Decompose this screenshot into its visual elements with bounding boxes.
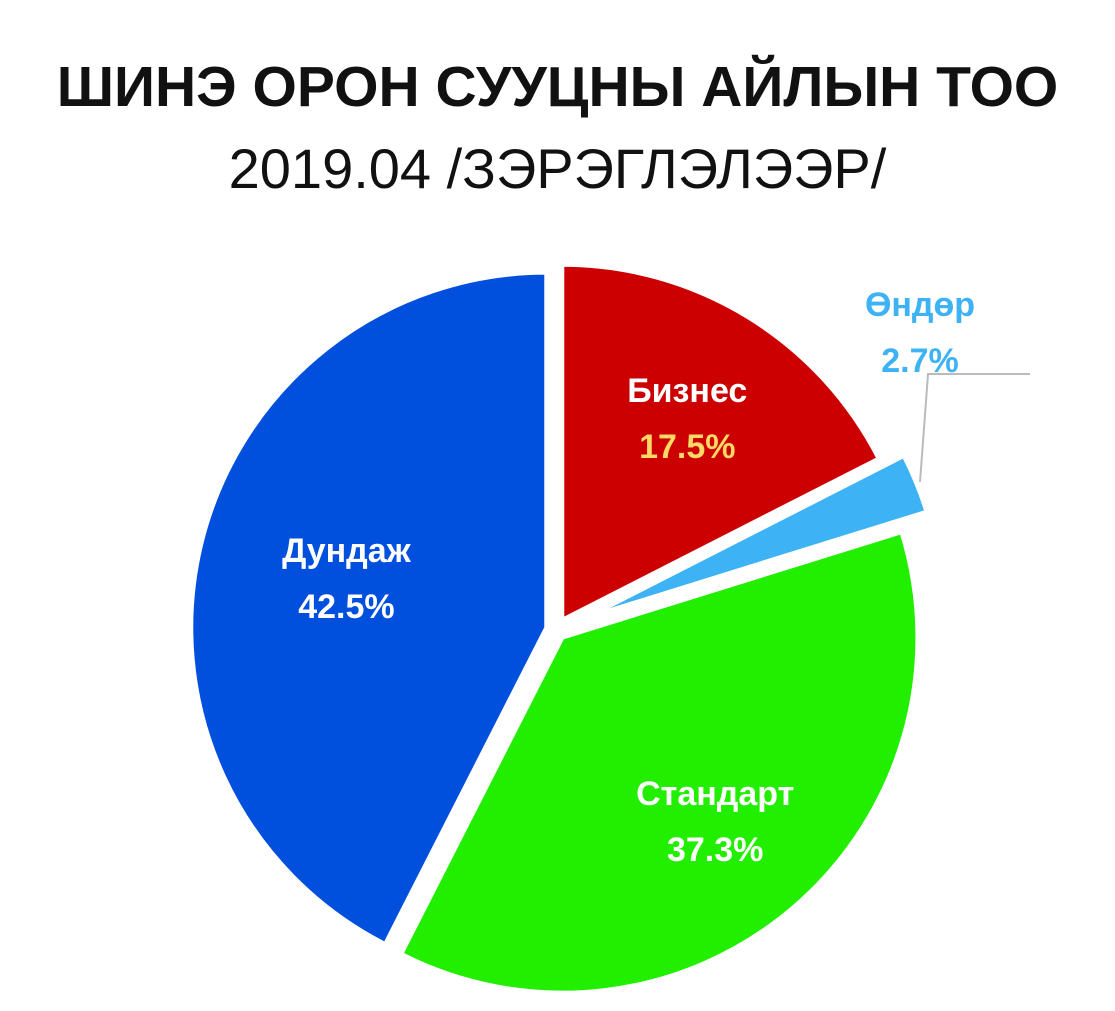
pie-slice [560, 262, 882, 624]
chart-title: ШИНЭ ОРОН СУУЦНЫ АЙЛЫН ТОО [56, 55, 1059, 119]
slice-value-label: 2.7% [881, 342, 959, 380]
slice-value-label: 17.5% [639, 428, 735, 466]
pie-labels: Бизнес 17.5% Өндөр 2.7% Стандарт 37.3% Дундаж 4… [282, 286, 1030, 869]
slice-label: Бизнес [627, 372, 747, 410]
pie-slice [398, 529, 920, 995]
leader-line [919, 373, 1030, 482]
slice-value-label: 37.3% [667, 831, 763, 869]
slice-label: Стандарт [636, 775, 794, 813]
pie-slices [189, 262, 929, 995]
slice-label: Дундаж [282, 532, 412, 570]
pie-slice [189, 270, 549, 947]
pie-slice [586, 453, 929, 620]
chart-subtitle: 2019.04 /ЗЭРЭГЛЭЛЭЭР/ [228, 137, 887, 200]
slice-label: Өндөр [865, 286, 975, 324]
slice-value-label: 42.5% [298, 588, 394, 626]
